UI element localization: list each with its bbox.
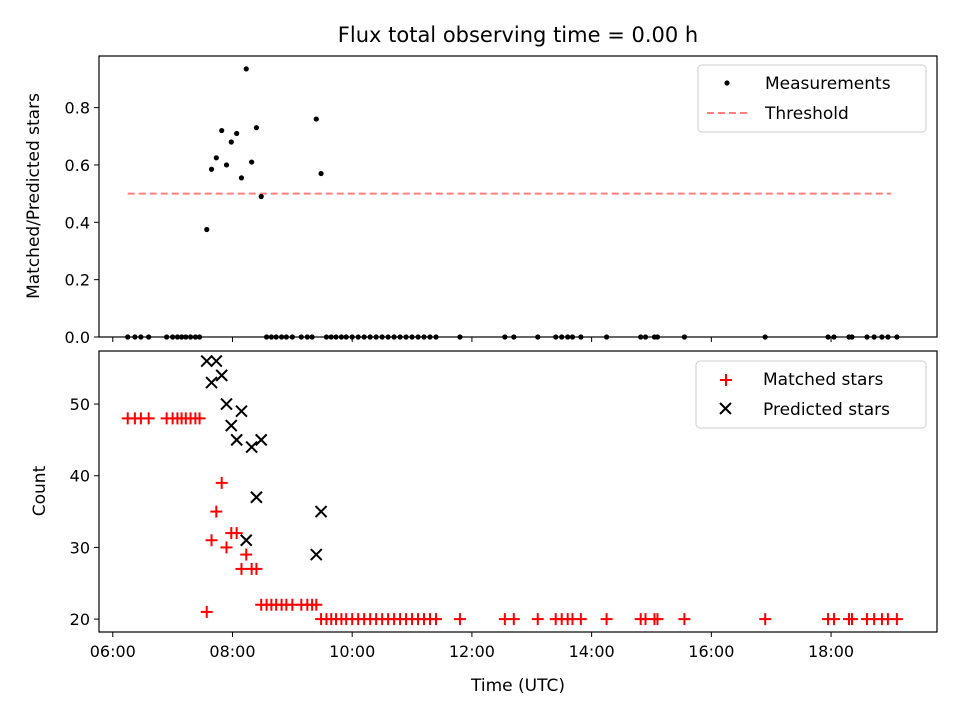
bottom-legend: Matched stars Predicted stars (695, 360, 927, 429)
predicted-star-point (220, 397, 233, 411)
measurement-point (213, 155, 219, 161)
measurement-point (238, 175, 245, 181)
measurement-point (234, 130, 240, 137)
predicted-star-point (240, 534, 253, 547)
predicted-star-point (230, 433, 243, 447)
matched-star-point (846, 613, 859, 626)
bottom-x-ticks: 06:00 08:00 10:00 12:00 14:00 16:00 18:00 (90, 632, 854, 661)
predicted-star-point (210, 354, 223, 368)
matched-star-point (507, 613, 520, 626)
matched-star-point (193, 412, 206, 425)
bottom-y-axis-label: Count (30, 465, 50, 516)
top-legend: Measurements Threshold (697, 64, 927, 133)
legend-matched-marker (720, 374, 732, 386)
matched-star-point (600, 613, 613, 626)
measurement-point (318, 170, 324, 177)
measurement-point (313, 116, 319, 122)
matched-star-point (531, 613, 544, 626)
predicted-star-point (245, 440, 258, 454)
matched-star-point (210, 505, 223, 518)
measurement-point (219, 127, 225, 134)
bottom-plot: 20 30 40 50 06:00 08:00 10:00 12:00 14:00 16:00 1… (30, 350, 938, 696)
predicted-star-point (255, 433, 268, 447)
predicted-star-point (215, 369, 228, 382)
bottom-y-tick-label: 40 (70, 467, 90, 486)
legend-threshold-label: Threshold (764, 104, 849, 124)
legend-measurements-label: Measurements (765, 74, 891, 94)
matched-star-point (310, 598, 323, 611)
measurement-point (208, 166, 215, 172)
bottom-x-tick-label: 08:00 (209, 642, 255, 661)
measurement-point (228, 139, 234, 145)
measurement-point (253, 125, 260, 131)
bottom-x-tick-label: 12:00 (449, 642, 495, 661)
predicted-star-point (250, 491, 263, 504)
measurement-point (223, 162, 230, 168)
bottom-x-tick-label: 18:00 (808, 642, 854, 661)
bottom-axes-frame (98, 350, 938, 633)
measurement-point (204, 226, 210, 233)
matched-star-point (890, 613, 903, 626)
measurement-point (243, 66, 249, 72)
top-y-tick-label: 0.8 (65, 99, 90, 118)
matched-star-point (220, 541, 233, 554)
bottom-legend-frame (695, 360, 927, 429)
top-legend-frame (697, 64, 927, 133)
top-y-tick-label: 0.6 (65, 156, 90, 175)
matched-star-point (429, 613, 442, 626)
legend-matched-label: Matched stars (763, 370, 883, 390)
matched-star-point (651, 613, 664, 626)
top-y-tick-label: 0.0 (65, 328, 90, 347)
top-x-ticks (112, 337, 832, 342)
measurement-point (249, 159, 255, 165)
predicted-star-point (205, 376, 218, 389)
matched-star-point (828, 613, 841, 626)
bottom-x-tick-label: 14:00 (569, 642, 615, 661)
predicted-star-point (235, 405, 248, 418)
top-y-axis-label: Matched/Predicted stars (24, 93, 44, 299)
predicted-star-point (200, 354, 213, 368)
bottom-y-tick-label: 20 (70, 610, 90, 629)
bottom-x-axis-label: Time (UTC) (470, 676, 565, 696)
matched-star-point (574, 613, 587, 626)
top-y-tick-label: 0.4 (65, 213, 90, 232)
matched-star-point (230, 527, 243, 540)
top-y-tick-label: 0.2 (65, 271, 90, 290)
matched-star-point (142, 412, 155, 425)
matched-star-point (759, 613, 772, 626)
measurement-point (258, 193, 264, 200)
matched-star-point (453, 613, 466, 626)
predicted-star-point (225, 419, 238, 432)
matched-star-point (240, 548, 253, 561)
bottom-y-tick-label: 30 (70, 538, 90, 557)
legend-measurements-marker (724, 80, 730, 86)
top-y-ticks: 0.0 0.2 0.4 0.6 0.8 (65, 99, 99, 347)
matched-star-point (215, 476, 228, 489)
matched-star-point (205, 534, 218, 547)
legend-predicted-label: Predicted stars (763, 400, 890, 420)
bottom-marks (121, 354, 903, 626)
bottom-x-tick-label: 16:00 (688, 642, 734, 661)
bottom-x-tick-label: 10:00 (329, 642, 375, 661)
top-plot: 0.00.20.40.60.8 Matched/Predicted stars … (24, 55, 938, 347)
matched-star-point (200, 605, 213, 618)
bottom-y-tick-label: 50 (70, 395, 90, 414)
bottom-x-tick-label: 06:00 (90, 642, 136, 661)
chart-title: Flux total observing time = 0.00 h (338, 23, 698, 47)
top-axes-frame (98, 55, 938, 338)
legend-predicted-marker (719, 402, 732, 415)
predicted-star-point (310, 548, 323, 561)
matched-star-point (678, 613, 691, 626)
predicted-star-point (314, 505, 328, 518)
bottom-y-ticks: 20 30 40 50 (70, 395, 99, 629)
matched-star-point (250, 562, 263, 575)
matched-star-point (235, 562, 248, 575)
